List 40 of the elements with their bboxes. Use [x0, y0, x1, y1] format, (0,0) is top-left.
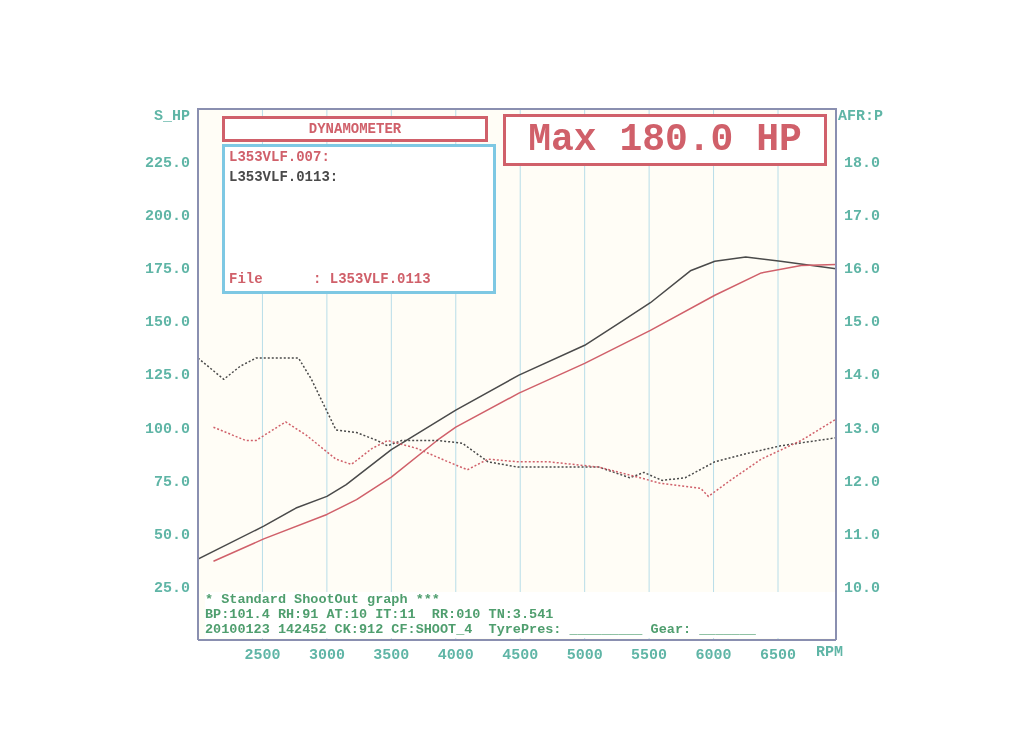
y-tick-label: 75.0 — [153, 473, 190, 491]
y-tick-label: 225.0 — [144, 154, 190, 172]
max-power-box: Max 180.0 HP — [503, 114, 827, 166]
y-tick-label: 175.0 — [144, 260, 190, 278]
y2-tick-label: 16.0 — [844, 260, 881, 278]
x-tick-label: 4500 — [502, 646, 539, 664]
y2-tick-label: 11.0 — [844, 526, 881, 544]
annotation: * Standard ShootOut graph *** — [205, 592, 441, 607]
y2-tick-label: 14.0 — [844, 367, 881, 385]
notes-panel: * Standard ShootOut graph *** BP:101.4 RH:91 AT:10 IT:11 RR:010 TN:3.541 20100123 142452 CK:912 CF:SHOOT_4 TyrePres: _________ Gear: _______ — [205, 592, 835, 638]
x-tick-label: 4000 — [437, 646, 474, 664]
annotation: File : L353VLF.0113 — [229, 271, 431, 287]
x-tick-label: 2500 — [244, 646, 281, 664]
x-tick-label: 6000 — [695, 646, 732, 664]
annotation: L353VLF.007: — [229, 149, 331, 165]
heading-box: DYNAMOMETER — [222, 116, 488, 142]
annotation: BP:101.4 RH:91 AT:10 IT:11 RR:010 TN:3.541 — [205, 607, 555, 622]
y-axis-title: S_HP — [154, 108, 191, 125]
y2-tick-label: 15.0 — [844, 314, 881, 332]
y-tick-label: 125.0 — [144, 367, 190, 385]
info-panel: L353VLF.007: L353VLF.0113: File : L353VLF.0113 — [222, 144, 496, 294]
y2-tick-label: 13.0 — [844, 420, 881, 438]
annotation: L353VLF.0113: — [229, 169, 340, 185]
x-tick-label: 5500 — [631, 646, 668, 664]
x-tick-label: 6500 — [759, 646, 797, 664]
x-tick-label: 3500 — [373, 646, 410, 664]
y-tick-label: 200.0 — [144, 207, 190, 225]
y2-axis-title: AFR:P — [838, 108, 884, 125]
y2-tick-label: 18.0 — [844, 154, 881, 172]
x-tick-label: 3000 — [308, 646, 345, 664]
annotation: 20100123 142452 CK:912 CF:SHOOT_4 TyrePres: _________ Gear: _______ — [205, 622, 757, 637]
y2-tick-label: 12.0 — [844, 473, 881, 491]
y-tick-label: 150.0 — [144, 314, 190, 332]
y-tick-label: 50.0 — [153, 526, 190, 544]
y-tick-label: 100.0 — [144, 420, 190, 438]
y2-tick-label: 17.0 — [844, 207, 881, 225]
y-tick-label: 25.0 — [153, 580, 190, 598]
x-tick-label: 5000 — [566, 646, 603, 664]
y2-tick-label: 10.0 — [844, 580, 881, 598]
x-axis-title: RPM — [816, 644, 844, 661]
